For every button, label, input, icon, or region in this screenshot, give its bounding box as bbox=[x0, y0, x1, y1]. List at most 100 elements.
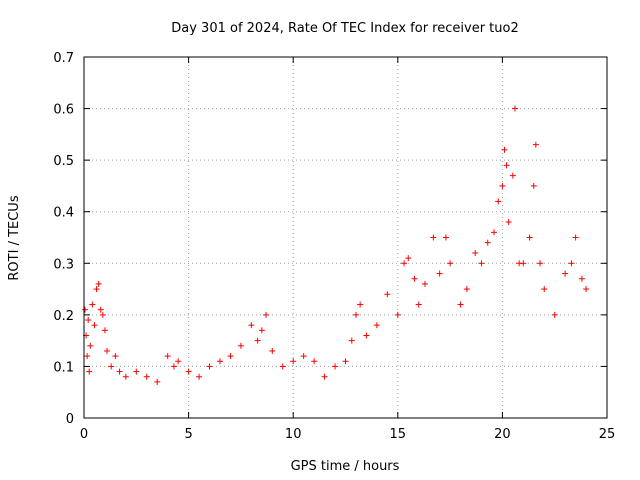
data-point bbox=[541, 286, 548, 293]
y-tick-label: 0.6 bbox=[53, 103, 74, 118]
data-point bbox=[95, 280, 102, 287]
x-tick-label: 15 bbox=[390, 427, 407, 442]
data-point bbox=[269, 347, 276, 354]
data-point bbox=[248, 322, 255, 329]
data-point bbox=[227, 353, 234, 360]
data-point bbox=[520, 260, 527, 267]
data-point bbox=[457, 301, 464, 308]
data-point bbox=[421, 280, 428, 287]
data-point bbox=[122, 373, 129, 380]
data-point bbox=[112, 353, 119, 360]
data-point bbox=[279, 363, 286, 370]
data-point bbox=[568, 260, 575, 267]
data-point bbox=[532, 141, 539, 148]
data-point bbox=[93, 286, 100, 293]
data-point bbox=[472, 249, 479, 256]
data-point bbox=[342, 358, 349, 365]
data-point bbox=[348, 337, 355, 344]
data-point bbox=[530, 182, 537, 189]
data-point bbox=[572, 234, 579, 241]
data-point bbox=[503, 162, 510, 169]
data-point bbox=[216, 358, 223, 365]
data-point bbox=[86, 368, 93, 375]
data-point bbox=[104, 347, 111, 354]
data-point bbox=[436, 270, 443, 277]
data-point bbox=[551, 311, 558, 318]
y-axis-label: ROTI / TECUs bbox=[7, 195, 22, 280]
data-point bbox=[578, 275, 585, 282]
data-point bbox=[321, 373, 328, 380]
x-tick-label: 0 bbox=[80, 427, 88, 442]
data-point bbox=[91, 322, 98, 329]
y-tick-label: 0.5 bbox=[53, 154, 74, 169]
data-point bbox=[491, 229, 498, 236]
data-point bbox=[352, 311, 359, 318]
data-point bbox=[300, 353, 307, 360]
y-tick-label: 0.4 bbox=[53, 206, 74, 221]
data-point bbox=[237, 342, 244, 349]
data-point bbox=[154, 378, 161, 385]
y-tick-label: 0 bbox=[66, 412, 74, 427]
plot-frame bbox=[83, 56, 608, 419]
data-point bbox=[363, 332, 370, 339]
data-point bbox=[442, 234, 449, 241]
data-point bbox=[401, 260, 408, 267]
y-tick-label: 0.1 bbox=[53, 360, 74, 375]
grid-lines bbox=[84, 57, 607, 418]
axis-ticks: 0 5 10 15 20 25 0 0.1 0.2 0.3 0.4 0.5 0.6 0.7 bbox=[53, 51, 615, 442]
data-point bbox=[526, 234, 533, 241]
data-point bbox=[357, 301, 364, 308]
data-point bbox=[411, 275, 418, 282]
data-point bbox=[562, 270, 569, 277]
data-point bbox=[84, 353, 91, 360]
data-point bbox=[537, 260, 544, 267]
data-point bbox=[478, 260, 485, 267]
data-point bbox=[97, 306, 104, 313]
data-point bbox=[99, 311, 106, 318]
data-point bbox=[82, 306, 89, 313]
data-point bbox=[484, 239, 491, 246]
data-point bbox=[258, 327, 265, 334]
data-point bbox=[583, 286, 590, 293]
data-point bbox=[373, 322, 380, 329]
x-tick-label: 25 bbox=[599, 427, 616, 442]
data-point bbox=[505, 219, 512, 226]
data-point bbox=[501, 146, 508, 153]
data-point bbox=[185, 368, 192, 375]
x-tick-label: 10 bbox=[285, 427, 302, 442]
data-point bbox=[405, 255, 412, 262]
y-tick-label: 0.7 bbox=[53, 51, 74, 66]
data-point bbox=[495, 198, 502, 205]
x-tick-label: 20 bbox=[494, 427, 511, 442]
data-point bbox=[384, 291, 391, 298]
data-point bbox=[170, 363, 177, 370]
data-point bbox=[263, 311, 270, 318]
data-point bbox=[87, 342, 94, 349]
x-tick-label: 5 bbox=[184, 427, 192, 442]
y-tick-label: 0.2 bbox=[53, 309, 74, 324]
data-point bbox=[499, 182, 506, 189]
data-point bbox=[430, 234, 437, 241]
data-point bbox=[108, 363, 115, 370]
data-point bbox=[116, 368, 123, 375]
data-point bbox=[101, 327, 108, 334]
x-axis-label: GPS time / hours bbox=[291, 459, 400, 474]
data-point bbox=[509, 172, 516, 179]
data-point bbox=[196, 373, 203, 380]
data-point bbox=[89, 301, 96, 308]
data-point bbox=[133, 368, 140, 375]
data-point bbox=[254, 337, 261, 344]
data-point bbox=[290, 358, 297, 365]
data-point bbox=[463, 286, 470, 293]
data-point bbox=[447, 260, 454, 267]
data-point bbox=[85, 317, 92, 324]
y-tick-label: 0.3 bbox=[53, 257, 74, 272]
data-point bbox=[206, 363, 213, 370]
data-point bbox=[164, 353, 171, 360]
chart-title: Day 301 of 2024, Rate Of TEC Index for r… bbox=[171, 21, 518, 36]
data-point bbox=[175, 358, 182, 365]
data-point bbox=[394, 311, 401, 318]
data-point bbox=[511, 105, 518, 112]
